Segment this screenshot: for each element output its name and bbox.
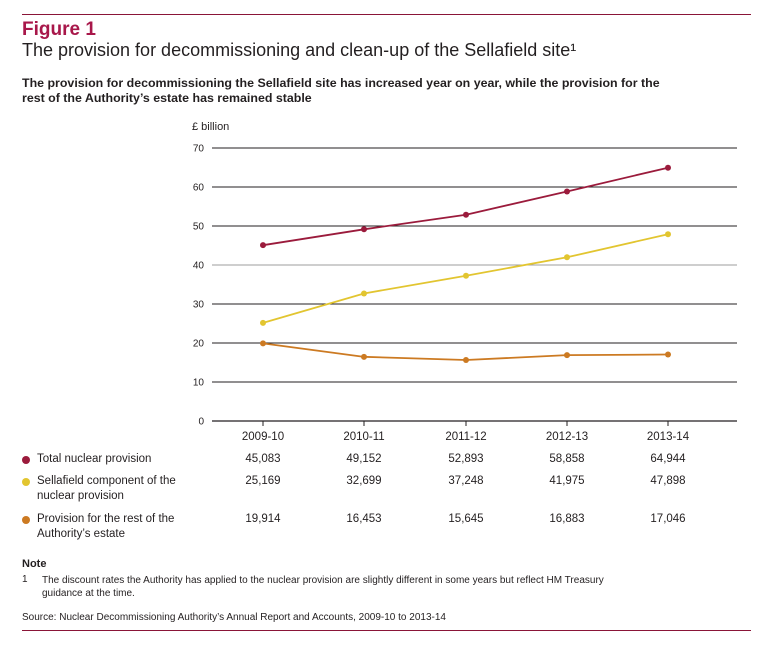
x-tick-label: 2013-14 — [646, 431, 690, 443]
x-tick-label: 2009-10 — [241, 431, 285, 443]
data-value: 45,083 — [245, 453, 281, 465]
y-tick-label: 10 — [193, 378, 205, 389]
series-3-point — [361, 353, 367, 360]
data-value: 16,453 — [346, 513, 382, 525]
y-tick-label: 20 — [193, 339, 205, 350]
data-value: 19,914 — [245, 513, 281, 525]
series-3-point — [564, 352, 570, 359]
x-tick-label: 2011-12 — [445, 431, 487, 443]
source-text: Source: Nuclear Decommissioning Authorit… — [22, 612, 446, 623]
data-value: 41,975 — [549, 475, 585, 487]
series-1-point — [361, 226, 367, 233]
series-2-point — [665, 231, 671, 238]
y-tick-label: 50 — [193, 222, 205, 233]
figure-subtitle: The provision for decommissioning the Se… — [22, 76, 660, 105]
series-2-point — [361, 290, 367, 297]
series-3-point — [665, 351, 671, 358]
note-heading: Note — [22, 558, 47, 570]
data-value: 15,645 — [448, 513, 484, 525]
series-1-point — [564, 188, 570, 195]
legend-label-2: Sellafield component of the nuclear prov… — [37, 475, 176, 502]
y-tick-label: 70 — [193, 144, 205, 155]
series-2-point — [564, 254, 570, 261]
legend-marker-1 — [22, 456, 30, 464]
data-value: 25,169 — [245, 475, 281, 487]
x-tick-label: 2012-13 — [545, 431, 589, 443]
series-line-1 — [262, 166, 669, 247]
legend-label-3: Provision for the rest of the Authority’… — [37, 513, 175, 540]
y-tick-label: 60 — [193, 183, 205, 194]
note-text: The discount rates the Authority has app… — [42, 575, 604, 599]
x-tick-label: 2010-11 — [343, 431, 385, 443]
data-value: 49,152 — [346, 453, 382, 465]
data-value: 58,858 — [549, 453, 585, 465]
line-chart: £ billion 0 10 20 30 40 50 60 70 — [192, 121, 737, 428]
top-rule — [22, 14, 751, 15]
data-value: 32,699 — [346, 475, 382, 487]
note-number: 1 — [22, 574, 28, 585]
series-1-point — [665, 164, 671, 171]
series-1-point — [463, 211, 469, 218]
series-3-point — [260, 340, 266, 347]
bottom-rule — [22, 630, 751, 631]
legend-marker-3 — [22, 516, 30, 524]
legend-marker-2 — [22, 478, 30, 486]
data-value: 52,893 — [448, 453, 484, 465]
series-2-point — [463, 272, 469, 279]
figure-label: Figure 1 — [22, 19, 96, 40]
data-value: 64,944 — [650, 453, 686, 465]
series-1-point — [260, 242, 266, 249]
data-value: 16,883 — [549, 513, 585, 525]
y-axis-label: £ billion — [192, 121, 229, 133]
data-value: 47,898 — [650, 475, 686, 487]
y-tick-label: 0 — [198, 417, 204, 428]
data-value: 37,248 — [448, 475, 484, 487]
series-3-point — [463, 356, 469, 363]
data-value: 17,046 — [650, 513, 686, 525]
y-tick-label: 40 — [193, 261, 205, 272]
figure-title: The provision for decommissioning and cl… — [22, 40, 577, 60]
legend-label-1: Total nuclear provision — [37, 453, 152, 465]
y-tick-label: 30 — [193, 300, 205, 311]
series-2-point — [260, 319, 266, 326]
